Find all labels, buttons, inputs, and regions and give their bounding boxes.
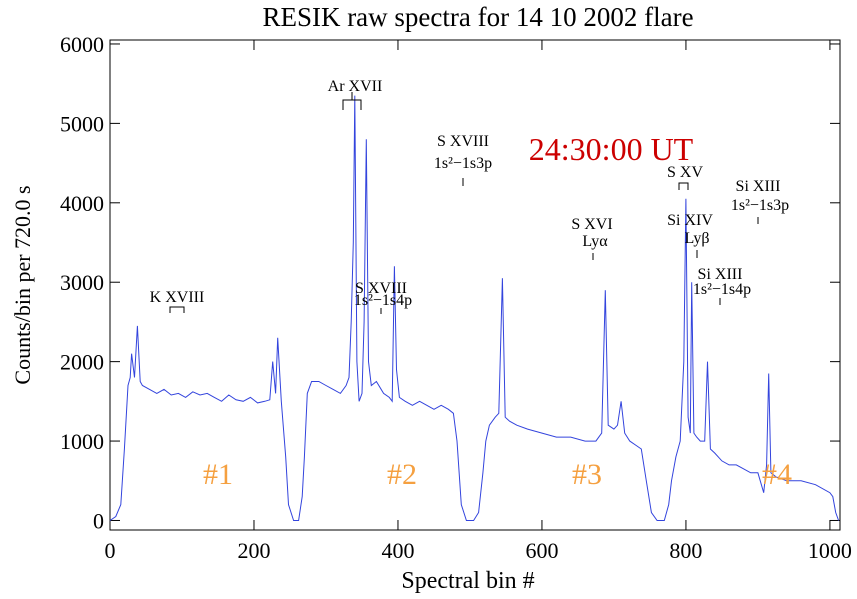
region-label: #2 (387, 458, 417, 491)
line-marker (342, 92, 362, 110)
line-label: S XVIII (437, 133, 489, 150)
y-tick-label: 3000 (60, 270, 104, 295)
y-tick-label: 1000 (60, 429, 104, 454)
spectrum-line (109, 95, 840, 521)
plot-frame (109, 39, 841, 531)
line-label: S XVI (571, 216, 612, 233)
time-label: 24:30:00 UT (529, 131, 694, 167)
line-label: S XV (667, 164, 703, 181)
line-label: 1s²−1s3p (434, 155, 492, 172)
line-label: Si XIV (667, 212, 713, 229)
line-label: K XVIII (150, 289, 205, 306)
y-tick-label: 2000 (60, 350, 104, 375)
line-marker (169, 306, 185, 313)
y-tick-label: 6000 (60, 32, 104, 57)
line-label: 1s²−1s3p (731, 197, 789, 214)
x-tick-label: 1000 (808, 538, 852, 563)
x-tick-label: 200 (237, 538, 270, 563)
x-tick-label: 0 (105, 538, 116, 563)
line-label: 1s²−1s4p (693, 281, 751, 298)
chart-title: RESIK raw spectra for 14 10 2002 flare (262, 2, 693, 32)
y-tick-label: 5000 (60, 111, 104, 136)
region-label: #3 (572, 458, 602, 491)
line-label: Si XIII (698, 266, 743, 283)
y-tick-label: 4000 (60, 191, 104, 216)
x-tick-label: 400 (381, 538, 414, 563)
line-marker (678, 182, 689, 190)
line-label: Ar XVII (328, 78, 383, 95)
x-tick-label: 600 (525, 538, 558, 563)
line-label: S XVIII (355, 280, 407, 297)
line-label: Si XIII (736, 178, 781, 195)
line-label: Lyα (582, 233, 608, 250)
y-axis-label: Counts/bin per 720.0 s (10, 185, 35, 384)
x-axis-label: Spectral bin # (401, 568, 534, 594)
y-tick-label: 0 (93, 508, 104, 533)
x-tick-label: 800 (669, 538, 702, 563)
region-label: #1 (203, 458, 233, 491)
region-label: #4 (762, 458, 792, 491)
line-label: 1s²−1s4p (354, 292, 412, 309)
line-label: Lyβ (684, 230, 709, 247)
